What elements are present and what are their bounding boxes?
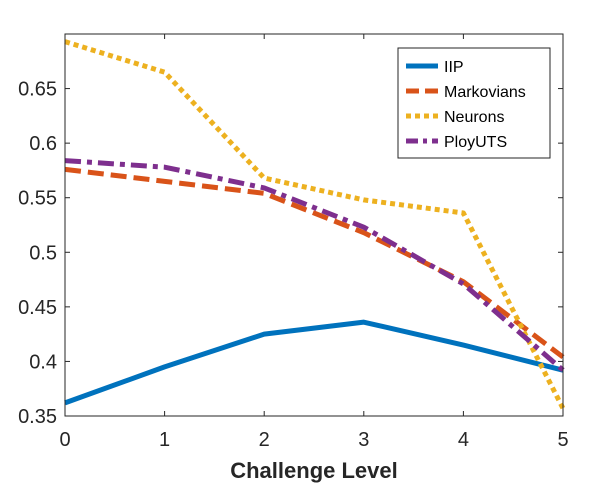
y-tick-label: 0.5	[29, 242, 57, 264]
series-line-ployuts	[64, 158, 565, 373]
legend: IIP Markovians Neurons PloyUTS	[397, 47, 551, 159]
series-line-markovians	[64, 166, 565, 360]
series-line-neurons	[64, 39, 566, 410]
y-tick-label: 0.45	[18, 297, 57, 319]
legend-label-markovians: Markovians	[444, 84, 526, 101]
y-tick-label: 0.35	[18, 406, 57, 428]
legend-label-iip: IIP	[444, 59, 464, 76]
plot-frame	[64, 33, 564, 417]
x-tick-label: 0	[59, 429, 70, 451]
x-tick-label: 5	[557, 429, 568, 451]
series-line-iip	[64, 319, 564, 406]
y-tick-label: 0.65	[18, 79, 57, 101]
legend-label-ployuts: PloyUTS	[444, 134, 507, 151]
x-tick-label: 3	[358, 429, 369, 451]
x-axis-label: Challenge Level	[230, 458, 398, 483]
axis-ticks: 0 1 2 3 4 5 0.35 0.4 0.45 0.5 0.55 0.6 0.65	[18, 34, 569, 451]
y-tick-label: 0.4	[29, 351, 57, 373]
x-tick-label: 1	[159, 429, 170, 451]
y-tick-label: 0.6	[29, 133, 57, 155]
legend-label-neurons: Neurons	[444, 109, 504, 126]
x-tick-label: 4	[458, 429, 469, 451]
plot-lines	[64, 39, 566, 410]
y-tick-label: 0.55	[18, 188, 57, 210]
x-tick-label: 2	[259, 429, 270, 451]
